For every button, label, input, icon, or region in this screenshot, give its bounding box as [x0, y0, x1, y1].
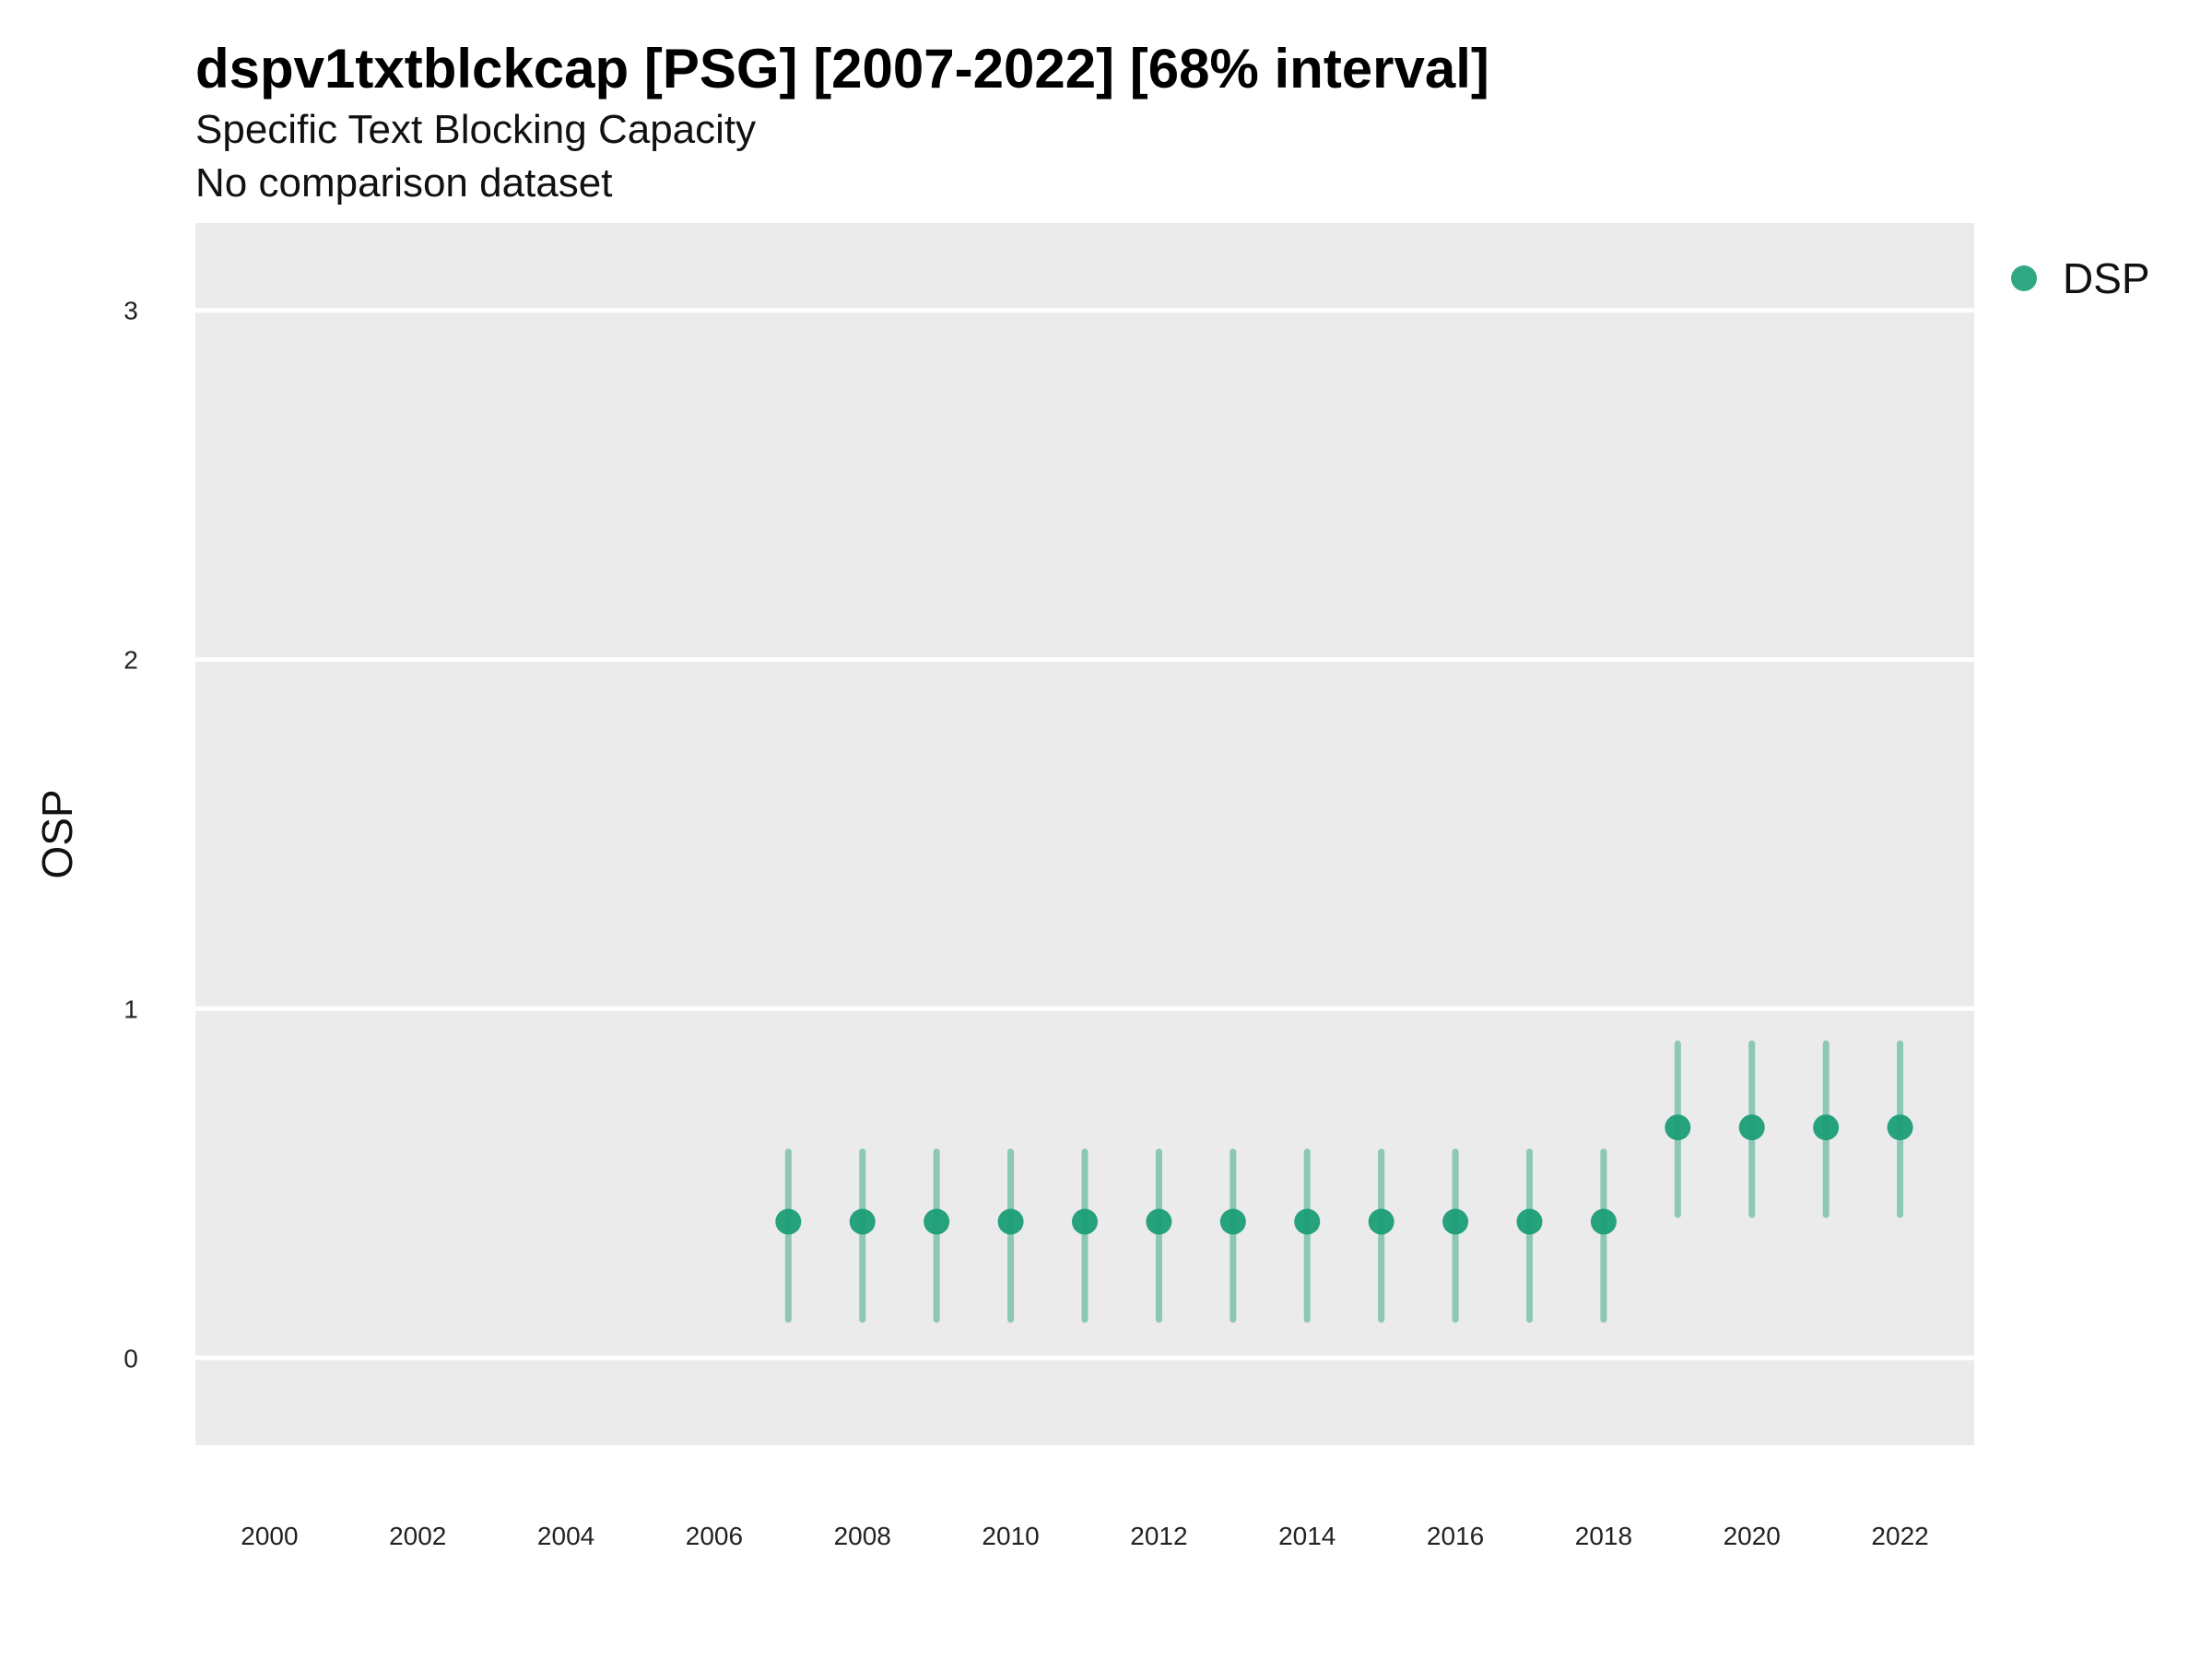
y-tick-label: 0	[124, 1344, 138, 1372]
data-point	[1590, 1208, 1617, 1235]
data-points	[775, 1114, 1913, 1235]
data-point	[1368, 1208, 1394, 1235]
data-point	[1738, 1114, 1765, 1141]
data-point	[849, 1208, 876, 1235]
plot-panel	[195, 223, 1974, 1445]
legend: DSP	[2011, 254, 2150, 302]
y-tick-label: 2	[124, 646, 138, 675]
y-axis-title: OSP	[33, 789, 81, 878]
data-point	[1442, 1208, 1469, 1235]
x-tick-label: 2018	[1575, 1522, 1632, 1550]
x-tick-label: 2020	[1724, 1522, 1781, 1550]
y-tick-labels: 0 1 2 3	[124, 297, 138, 1373]
chart-subtitle: Specific Text Blocking Capacity	[195, 107, 757, 152]
legend-key-dsp	[2011, 265, 2037, 291]
chart-title: dspv1txtblckcap [PSG] [2007-2022] [68% i…	[195, 38, 1489, 100]
x-tick-label: 2012	[1130, 1522, 1187, 1550]
data-point	[1072, 1208, 1098, 1235]
data-point	[1813, 1114, 1840, 1141]
data-point	[1219, 1208, 1246, 1235]
y-tick-label: 1	[124, 994, 138, 1023]
chart-caption: No comparison dataset	[195, 160, 613, 206]
grid-lines	[195, 308, 1974, 1360]
x-tick-label: 2010	[982, 1522, 1039, 1550]
x-tick-label: 2016	[1427, 1522, 1484, 1550]
x-tick-label: 2000	[241, 1522, 298, 1550]
x-tick-label: 2002	[389, 1522, 446, 1550]
x-tick-label: 2006	[686, 1522, 743, 1550]
data-point	[924, 1208, 950, 1235]
x-tick-label: 2022	[1871, 1522, 1928, 1550]
data-point	[997, 1208, 1024, 1235]
data-point	[1146, 1208, 1172, 1235]
y-tick-label: 3	[124, 297, 138, 325]
x-tick-label: 2014	[1278, 1522, 1335, 1550]
data-point	[775, 1208, 802, 1235]
data-point	[1887, 1114, 1913, 1141]
data-point	[1665, 1114, 1691, 1141]
x-tick-labels: 2000 2002 2004 2006 2008 2010 2012 2014 2016 2018…	[241, 1522, 1928, 1550]
x-tick-label: 2008	[834, 1522, 891, 1550]
legend-label-dsp: DSP	[2063, 254, 2150, 302]
data-point	[1516, 1208, 1543, 1235]
data-point	[1294, 1208, 1321, 1235]
x-tick-label: 2004	[537, 1522, 594, 1550]
